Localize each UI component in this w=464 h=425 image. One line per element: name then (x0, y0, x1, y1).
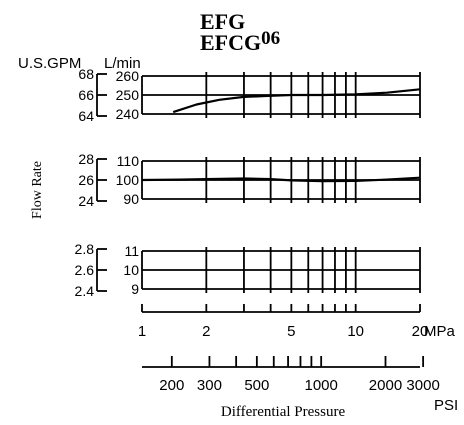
panel-1-lmin-tick-250: 250 (116, 87, 140, 103)
psi-tick-label-2000: 2000 (369, 377, 402, 394)
psi-tick-label-3000: 3000 (406, 377, 439, 394)
x-axis-label: Differential Pressure (221, 404, 346, 420)
psi-tick-label-1000: 1000 (304, 377, 337, 394)
panel-3-lmin-tick-11: 11 (124, 243, 139, 259)
panel-3-gpm-tick-2.8: 2.8 (75, 241, 95, 257)
mpa-tick-label-10: 10 (347, 323, 364, 340)
panel-1: 260 250 240 68 66 64 (78, 66, 421, 124)
chart-title-line2-main: EFCG (200, 30, 261, 55)
panel-3-lmin-tick-10: 10 (123, 262, 139, 278)
panel-2-gpm-tick-24: 24 (78, 193, 94, 209)
panel-2-lmin-tick-100: 100 (116, 172, 140, 188)
psi-tick-label-300: 300 (197, 377, 222, 394)
psi-unit-label: PSI (434, 397, 458, 414)
psi-tick-label-500: 500 (244, 377, 269, 394)
panel-1-gpm-tick-64: 64 (78, 108, 94, 124)
panel-2-lmin-tick-110: 110 (117, 153, 140, 169)
panel-3: 11 10 9 2.8 2.6 2.4 (75, 241, 421, 299)
panel-3-lmin-tick-9: 9 (131, 281, 139, 297)
panel-1-series-line (172, 88, 421, 114)
panel-2-series-line (141, 176, 421, 183)
panel-2: 110 100 90 28 26 24 (78, 151, 421, 209)
psi-tick-label-200: 200 (159, 377, 184, 394)
psi-axis: 200 300 500 1000 2000 3000 (142, 356, 440, 394)
panel-1-lmin-tick-240: 240 (116, 106, 140, 122)
panel-1-gpm-tick-68: 68 (78, 66, 94, 82)
mpa-unit-label: MPa (424, 323, 456, 340)
panel-3-gpm-tick-2.6: 2.6 (75, 262, 95, 278)
chart-title-line2-sup: 06 (261, 28, 280, 49)
panel-1-gpm-tick-66: 66 (78, 87, 94, 103)
panel-2-gpm-tick-26: 26 (78, 172, 94, 188)
y-axis-label: Flow Rate (30, 161, 45, 219)
panels-group: 260 250 240 68 66 64 110 100 90 28 26 24 11 10 9 2.8 2.6… (75, 66, 421, 299)
panel-1-lmin-tick-260: 260 (116, 68, 140, 84)
mpa-tick-label-1: 1 (138, 323, 146, 340)
chart-title-line1: EFG (200, 9, 245, 34)
mpa-tick-label-2: 2 (202, 323, 210, 340)
units-gpm-label: U.S.GPM (18, 55, 81, 72)
panel-2-gpm-tick-28: 28 (78, 151, 94, 167)
mpa-axis: 1 2 5 10 20 (138, 304, 429, 340)
mpa-tick-label-20: 20 (412, 323, 429, 340)
mpa-tick-label-5: 5 (287, 323, 295, 340)
units-lmin-label: L/min (104, 55, 141, 72)
chart-title-line2: EFCG06 (200, 28, 280, 55)
panel-2-lmin-tick-90: 90 (123, 191, 139, 207)
panel-3-gpm-tick-2.4: 2.4 (75, 283, 95, 299)
